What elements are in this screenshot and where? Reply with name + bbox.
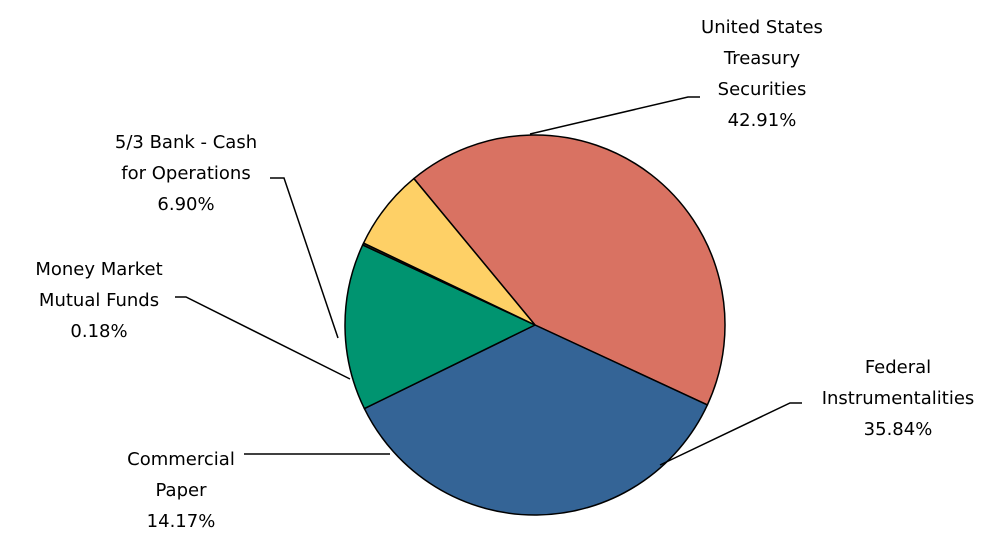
leader-line-0 (529, 96, 700, 135)
slice-category-label-0-line-2: Securities (718, 79, 807, 100)
slice-category-label-1-line-1: Instrumentalities (822, 388, 975, 409)
slice-category-label-4-line-1: for Operations (121, 163, 250, 184)
slice-category-label-0-line-1: Treasury (723, 48, 801, 69)
slice-category-label-2-line-1: Paper (156, 480, 208, 501)
leader-line-4 (270, 177, 339, 339)
pie-slice-2 (344, 244, 536, 410)
slice-percent-label-2: 14.17% (147, 511, 216, 530)
slice-label-group-3: Money Market Mutual Funds 0.18% (35, 259, 351, 380)
slice-category-label-3-line-0: Money Market (35, 259, 162, 280)
slice-category-label-0-line-0: United States (701, 17, 823, 38)
slice-category-label-1-line-0: Federal (865, 357, 931, 378)
slice-percent-label-1: 35.84% (864, 419, 933, 440)
slice-category-label-4-line-0: 5/3 Bank - Cash (115, 132, 257, 153)
pie-slice-4 (362, 177, 536, 326)
pie-slices (344, 134, 726, 516)
slice-percent-label-0: 42.91% (728, 110, 797, 131)
slice-category-label-3-line-1: Mutual Funds (39, 290, 159, 311)
leader-line-3 (175, 296, 351, 380)
leader-line-1 (659, 402, 802, 466)
pie-slice-1 (363, 324, 709, 516)
slice-label-group-1: Federal Instrumentalities 35.84% (659, 357, 975, 466)
slice-category-label-2-line-0: Commercial (127, 449, 235, 470)
slice-label-group-0: United States Treasury Securities 42.91% (529, 17, 823, 135)
slice-label-group-2: Commercial Paper 14.17% (127, 449, 390, 532)
slice-percent-label-4: 6.90% (157, 194, 214, 215)
slice-label-group-4: 5/3 Bank - Cash for Operations 6.90% (115, 132, 339, 339)
slice-percent-label-3: 0.18% (70, 321, 127, 342)
pie-slice-0 (413, 134, 726, 406)
